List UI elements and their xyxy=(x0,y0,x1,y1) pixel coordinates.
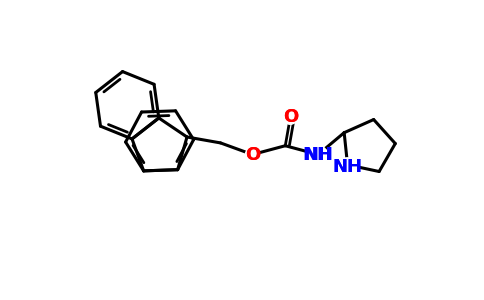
Text: O: O xyxy=(245,146,260,164)
Text: NH: NH xyxy=(303,146,333,164)
Circle shape xyxy=(338,158,357,176)
Text: NH: NH xyxy=(302,146,332,164)
Circle shape xyxy=(245,148,259,161)
Text: O: O xyxy=(283,108,298,126)
Circle shape xyxy=(283,110,297,124)
Text: O: O xyxy=(283,108,298,126)
Circle shape xyxy=(309,146,327,164)
Text: O: O xyxy=(245,146,260,164)
Text: NH: NH xyxy=(333,158,363,176)
Text: NH: NH xyxy=(333,158,363,176)
